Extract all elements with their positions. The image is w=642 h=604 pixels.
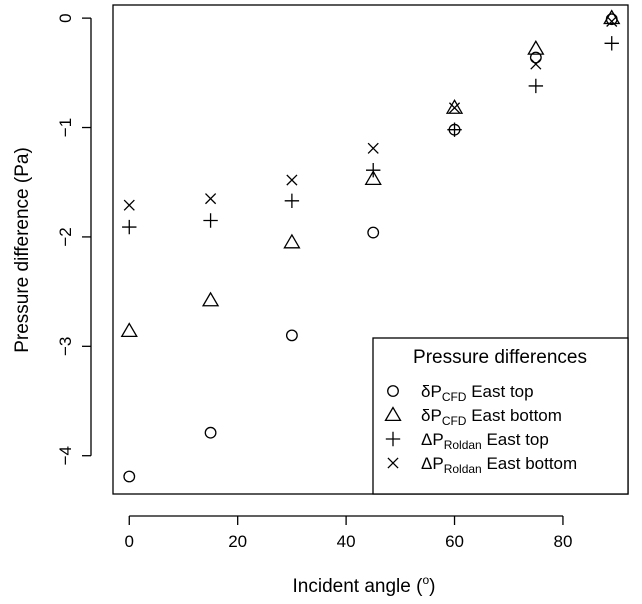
data-point-plus <box>203 213 218 228</box>
data-point-cross <box>530 58 542 70</box>
x-tick-label: 40 <box>337 532 356 551</box>
data-point-circle <box>285 329 298 342</box>
legend: Pressure differences δPCFD East topδPCFD… <box>372 337 629 495</box>
data-point-cross <box>123 199 135 211</box>
plot-frame <box>112 4 629 495</box>
legend-entry-label: δPCFD East bottom <box>421 406 562 428</box>
legend-marker-circle <box>387 385 399 397</box>
legend-box <box>372 337 629 495</box>
data-point-plus <box>604 36 619 51</box>
data-point-cross <box>367 142 379 154</box>
y-axis-title: Pressure difference (Pa) <box>12 147 33 353</box>
data-point-plus <box>122 219 137 235</box>
data-point-plus <box>366 162 381 178</box>
x-axis: 0 20 40 60 80 <box>125 515 572 551</box>
legend-marker-cross <box>387 457 399 469</box>
legend-marker-triangle <box>384 406 402 422</box>
data-point-cross <box>205 193 217 205</box>
y-tick-label: −1 <box>56 118 75 137</box>
x-tick-label: 20 <box>228 532 247 551</box>
x-tick-label: 80 <box>553 532 572 551</box>
legend-entry-label: δPCFD East top <box>421 382 534 404</box>
data-point-circle <box>204 426 217 439</box>
x-axis-title: Incident angle (o) <box>293 573 436 597</box>
data-point-circle <box>529 51 542 64</box>
data-point-cross <box>448 102 461 114</box>
data-point-plus <box>528 78 544 94</box>
legend-marker-plus <box>385 431 401 447</box>
y-tick-label: −4 <box>56 446 75 465</box>
x-tick-label: 60 <box>445 532 464 551</box>
data-point-circle <box>123 470 136 483</box>
data-point-circle <box>367 226 380 239</box>
data-point-triangle <box>527 39 545 55</box>
legend-entry-label: ΔPRoldan East top <box>421 430 549 452</box>
data-point-triangle <box>201 291 220 307</box>
data-point-plus <box>284 193 300 209</box>
y-tick-label: −2 <box>56 227 75 246</box>
data-point-triangle <box>120 322 138 338</box>
data-point-triangle <box>283 233 301 249</box>
data-point-triangle <box>445 99 464 114</box>
y-tick-label: 0 <box>56 13 75 22</box>
x-tick-label: 0 <box>125 532 134 551</box>
data-points <box>120 9 621 483</box>
data-point-plus <box>447 122 462 137</box>
y-tick-label: −3 <box>56 337 75 356</box>
data-point-cross <box>286 174 298 186</box>
data-point-triangle <box>364 170 382 185</box>
legend-entry-label: ΔPRoldan East bottom <box>421 454 577 476</box>
y-axis: 0 −1 −2 −3 −4 <box>56 13 92 465</box>
legend-title: Pressure differences <box>413 347 587 368</box>
data-point-cross <box>606 15 618 27</box>
